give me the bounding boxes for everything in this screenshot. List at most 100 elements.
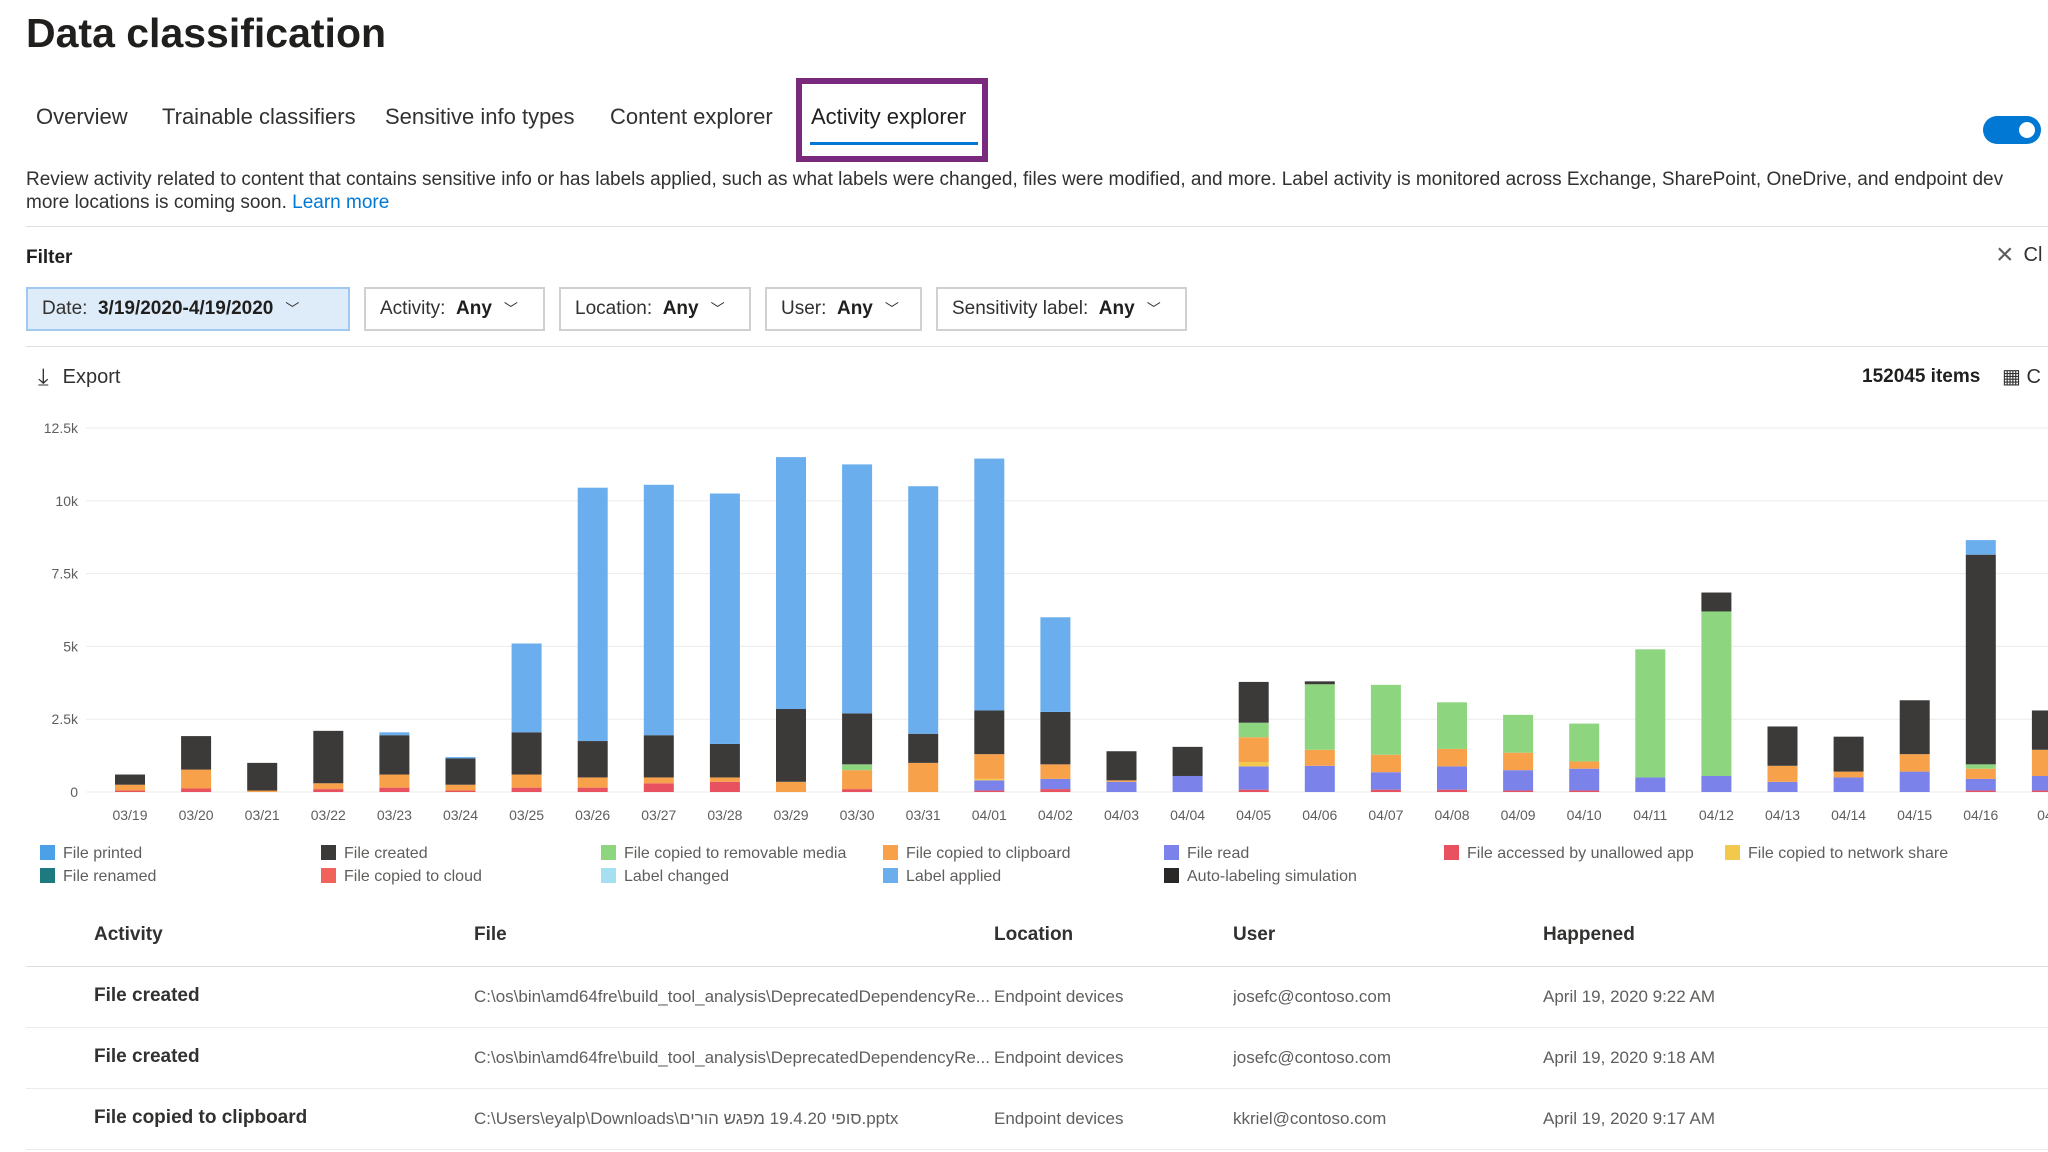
legend-label: Auto-labeling simulation (1187, 868, 1357, 885)
legend-item[interactable]: File copied to network share (1725, 845, 1948, 863)
bar-segment (1569, 768, 1600, 791)
tab-sensitive-info-types[interactable]: Sensitive info types (385, 104, 575, 129)
legend-item[interactable]: File printed (40, 845, 142, 863)
x-tick-label: 03/31 (906, 807, 941, 823)
bar-segment (908, 486, 939, 734)
bar-segment (842, 770, 873, 790)
file-cell: C:\os\bin\amd64fre\build_tool_analysis\D… (474, 1048, 990, 1067)
x-tick-label: 04/14 (1831, 807, 1866, 823)
bar-segment (908, 733, 939, 763)
bar-segment (1965, 540, 1996, 555)
column-header-user[interactable]: User (1233, 924, 1276, 945)
x-tick-label: 04/11 (1633, 807, 1667, 823)
user-filter-value: Any (836, 298, 873, 319)
x-tick-label: 03/21 (245, 807, 280, 823)
legend-item[interactable]: Label applied (883, 868, 1001, 886)
location-cell: Endpoint devices (994, 987, 1124, 1006)
legend-item[interactable]: Label changed (601, 868, 729, 886)
table-row[interactable]: File copied to clipboard C:\Users\eyalp\… (26, 1089, 2048, 1150)
user-filter[interactable]: User: Any ﹀ (765, 287, 922, 331)
tab-overview[interactable]: Overview (36, 104, 128, 129)
bar-segment (974, 778, 1005, 781)
bar-segment (1635, 777, 1666, 792)
bar-segment (643, 484, 674, 736)
bar-segment (181, 769, 212, 789)
bar-segment (1767, 726, 1798, 766)
x-tick-label: 04/03 (1104, 807, 1139, 823)
legend-item[interactable]: File created (321, 845, 428, 863)
y-tick-label: 12.5k (44, 420, 79, 436)
chevron-down-icon: ﹀ (503, 301, 518, 317)
bar-segment (1370, 789, 1401, 792)
x-tick-label: 04/15 (1897, 807, 1932, 823)
bar-segment (1040, 778, 1071, 790)
view-toggle[interactable] (1983, 116, 2041, 144)
table-row[interactable]: File created C:\os\bin\amd64fre\build_to… (26, 1028, 2048, 1089)
bar-segment (2031, 790, 2048, 792)
legend-item[interactable]: File accessed by unallowed app (1444, 845, 1694, 863)
active-tab-indicator (810, 142, 978, 145)
learn-more-link[interactable]: Learn more (292, 192, 390, 213)
bar-segment (1965, 554, 1996, 765)
bar-segment (1238, 762, 1269, 767)
export-button[interactable]: ⤓ Export (38, 364, 120, 392)
activity-filter-name: Activity: (380, 298, 446, 319)
table-header-divider (26, 966, 2048, 967)
y-tick-label: 0 (70, 784, 78, 800)
sensitivity-label-filter[interactable]: Sensitivity label: Any ﹀ (936, 287, 1187, 331)
date-filter[interactable]: Date: 3/19/2020-4/19/2020 ﹀ (26, 287, 350, 331)
clear-filters-button[interactable]: × Cl (1996, 240, 2042, 270)
column-header-happened[interactable]: Happened (1543, 924, 1635, 945)
bar-segment (1040, 789, 1071, 792)
table-row[interactable]: File created C:\os\bin\amd64fre\build_to… (26, 967, 2048, 1028)
activity-filter[interactable]: Activity: Any ﹀ (364, 287, 545, 331)
page-title: Data classification (26, 10, 387, 56)
legend-item[interactable]: File copied to clipboard (883, 845, 1071, 863)
x-tick-label: 03/30 (840, 807, 875, 823)
bar-segment (379, 774, 410, 788)
bar-segment (1701, 611, 1732, 776)
legend-item[interactable]: Auto-labeling simulation (1164, 868, 1357, 886)
x-tick-label: 04/10 (1567, 807, 1602, 823)
bar-segment (1304, 749, 1335, 766)
bar-segment (974, 458, 1005, 711)
bar-segment (1701, 592, 1732, 612)
bar-segment (1437, 789, 1467, 792)
x-tick-label: 03/28 (707, 807, 742, 823)
bar-segment (1370, 772, 1401, 790)
bar-segment (1965, 764, 1996, 769)
legend-swatch (40, 868, 55, 883)
legend-label: File copied to removable media (624, 845, 847, 862)
x-tick-label: 04/06 (1302, 807, 1337, 823)
x-tick-label: 03/27 (641, 807, 676, 823)
bar-segment (1370, 754, 1401, 773)
bar-segment (643, 783, 674, 792)
legend-item[interactable]: File renamed (40, 868, 156, 886)
legend-label: File created (344, 845, 428, 862)
x-tick-label: 04/01 (972, 807, 1007, 823)
chevron-down-icon: ﹀ (710, 301, 725, 317)
tab-activity-explorer[interactable]: Activity explorer (811, 104, 967, 129)
bar-segment (842, 764, 873, 771)
customize-columns-button[interactable]: ▦ C (2002, 364, 2041, 389)
legend-item[interactable]: File copied to removable media (601, 845, 846, 863)
column-header-location[interactable]: Location (994, 924, 1074, 945)
bar-segment (181, 788, 212, 792)
bar-segment (445, 757, 476, 759)
bar-segment (577, 787, 608, 792)
tab-trainable-classifiers[interactable]: Trainable classifiers (162, 104, 356, 129)
legend-label: File renamed (63, 868, 157, 885)
bar-segment (247, 790, 278, 792)
y-tick-label: 10k (55, 493, 79, 509)
tab-content-explorer[interactable]: Content explorer (610, 104, 773, 129)
bar-segment (1833, 736, 1864, 772)
column-header-file[interactable]: File (474, 924, 507, 945)
legend-item[interactable]: File read (1164, 845, 1249, 863)
column-header-activity[interactable]: Activity (94, 924, 163, 945)
legend-swatch (321, 845, 336, 860)
x-tick-label: 04/02 (1038, 807, 1073, 823)
bar-segment (1238, 722, 1269, 738)
location-filter[interactable]: Location: Any ﹀ (559, 287, 751, 331)
legend-swatch (883, 845, 898, 860)
legend-item[interactable]: File copied to cloud (321, 868, 482, 886)
